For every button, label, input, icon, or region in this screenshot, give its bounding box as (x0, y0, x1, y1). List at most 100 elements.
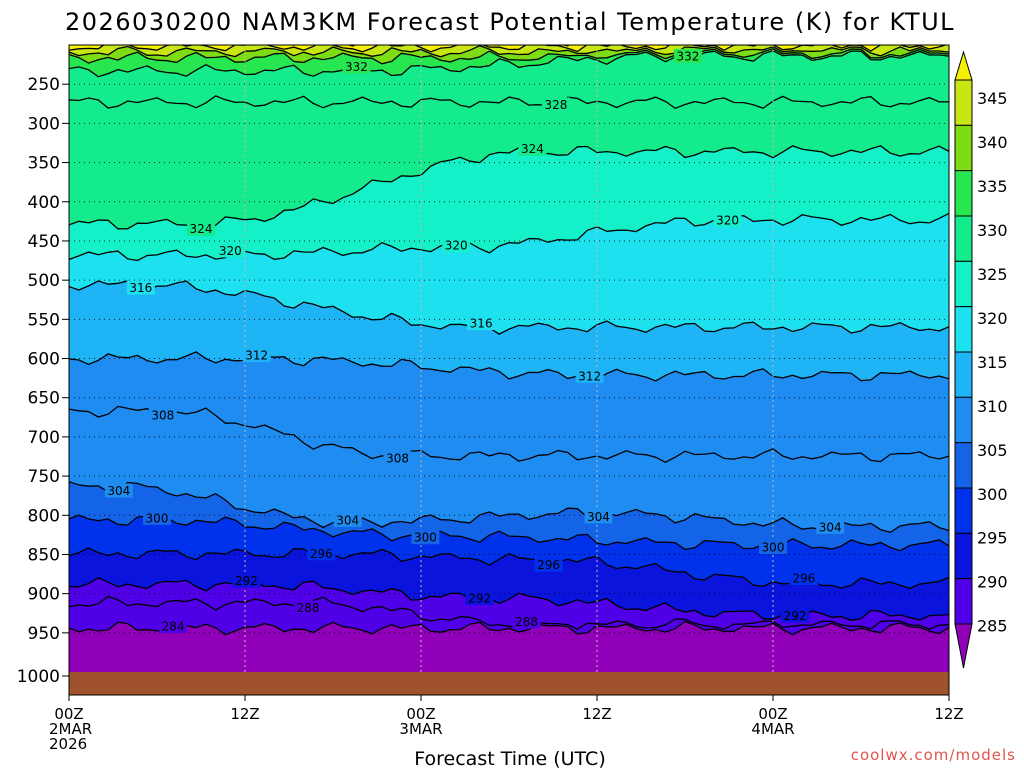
x-tick-label-60-0: 12Z (934, 705, 963, 723)
isotherm-308 (69, 405, 949, 464)
y-tick-label-950: 950 (28, 624, 60, 644)
isotherm-label-300: 300 (762, 541, 785, 555)
y-tick-label-550: 550 (28, 310, 60, 330)
isotherm-label-bg (143, 510, 171, 525)
colorbar-segment-10 (954, 532, 973, 580)
plot-area: 332 332 328 324 324 320 320 320 316 316 312 312 308 3… (69, 45, 949, 695)
isotherm-332 (69, 50, 949, 78)
isotherm-label-296: 296 (537, 558, 560, 572)
isotherm-label-bg (148, 408, 177, 423)
isotherm-label-292: 292 (784, 609, 807, 623)
isotherm-label-bg (242, 348, 271, 363)
colorbar-label-290: 290 (977, 573, 1008, 592)
isotherm-320 (69, 212, 949, 262)
y-tick-label-450: 450 (28, 232, 60, 252)
isotherm-324 (69, 145, 949, 230)
x-axis-label: Forecast Time (UTC) (414, 748, 605, 768)
isotherm-288 (69, 595, 949, 630)
colorbar-segment-1 (954, 124, 973, 172)
colorbar-label-330: 330 (977, 221, 1008, 240)
x-tick-label-0-2: 2026 (49, 735, 87, 753)
isotherm-label-bg (159, 619, 188, 634)
isotherm-label-304: 304 (819, 520, 842, 534)
chart-title: 2026030200 NAM3KM Forecast Potential Tem… (65, 8, 955, 36)
isotherm-label-bg (512, 614, 541, 629)
colorbar-label-325: 325 (977, 265, 1008, 284)
isotherm-label-bg (294, 600, 323, 615)
colorbar-label-320: 320 (977, 309, 1008, 328)
isotherm-312 (69, 351, 949, 382)
x-tick-label-24-0: 00Z (406, 705, 435, 723)
isotherm-label-284: 284 (162, 620, 185, 634)
isotherm-label-328: 328 (544, 98, 567, 112)
isotherm-label-bg (673, 48, 702, 63)
colorbar-segment-4 (954, 260, 973, 308)
colorbar-label-305: 305 (977, 441, 1008, 460)
x-tick-label-36-0: 12Z (582, 705, 611, 723)
isotherm-label-300: 300 (414, 531, 437, 545)
colorbar-segment-3 (954, 215, 973, 262)
colorbar-segment-8 (954, 442, 973, 489)
x-tick-label-0-0: 00Z (54, 705, 83, 723)
isotherm-label-300: 300 (146, 511, 169, 525)
isotherm-label-304: 304 (587, 510, 610, 524)
colorbar-segment-0 (954, 79, 973, 126)
isotherm-label-316: 316 (470, 317, 493, 331)
colorbar-segment-2 (954, 170, 973, 217)
isotherm-label-324: 324 (521, 142, 544, 156)
y-axis: 250 300 350 400 450 500 550 600 650 700 750 800 850 9… (17, 75, 69, 687)
isotherm-340 (69, 45, 949, 58)
isotherm-label-bg (759, 540, 787, 555)
isotherm-label-bg (541, 97, 570, 112)
y-tick-label-600: 600 (28, 350, 60, 370)
isotherm-label-324: 324 (190, 222, 213, 236)
isotherm-label-bg (816, 519, 845, 534)
x-tick-label-48-0: 00Z (758, 705, 787, 723)
isotherm-label-bg (383, 451, 412, 466)
isotherm-label-bg (584, 509, 613, 524)
isotherm-label-bg (534, 557, 563, 572)
isotherm-label-bg (232, 573, 261, 588)
x-tick-label-24-1: 3MAR (399, 720, 442, 738)
isotherm-label-bg (187, 221, 215, 236)
isotherm-304 (69, 481, 949, 534)
isotherm-label-332: 332 (345, 60, 368, 74)
colorbar-label-295: 295 (977, 529, 1008, 548)
isotherm-label-bg (442, 238, 471, 253)
isotherm-label-320: 320 (445, 239, 468, 253)
x-tick-label-0-1: 2MAR (49, 720, 92, 738)
isotherm-label-bg (467, 316, 496, 331)
colorbar-label-300: 300 (977, 485, 1008, 504)
isotherm-label-bg (465, 590, 494, 605)
isotherm-label-layer: 332 332 328 324 324 320 320 320 316 316 312 312 308 3… (104, 48, 845, 634)
isotherm-label-bg (789, 571, 818, 586)
isotherm-label-bg (333, 512, 362, 527)
y-tick-label-1000: 1000 (17, 667, 60, 687)
y-tick-label-300: 300 (28, 114, 60, 134)
y-tick-label-900: 900 (28, 585, 60, 605)
y-tick-label-850: 850 (28, 545, 60, 565)
credit-text: coolwx.com/models (851, 746, 1016, 764)
isotherm-label-296: 296 (792, 572, 815, 586)
isotherm-label-320: 320 (219, 244, 242, 258)
y-tick-label-700: 700 (28, 428, 60, 448)
isotherm-label-316: 316 (129, 281, 152, 295)
x-tick-label-48-1: 4MAR (751, 720, 794, 738)
isotherm-label-308: 308 (151, 409, 174, 423)
colorbar-label-315: 315 (977, 353, 1008, 372)
y-tick-label-250: 250 (28, 75, 60, 95)
isotherm-label-bg (575, 368, 604, 383)
colorbar-label-285: 285 (977, 617, 1008, 636)
isotherm-label-bg (411, 530, 440, 545)
ground-surface (69, 672, 949, 695)
colorbar-label-310: 310 (977, 397, 1008, 416)
isotherm-316 (69, 280, 949, 335)
isotherm-label-292: 292 (235, 574, 258, 588)
colorbar-over-arrow (954, 50, 973, 81)
isotherm-label-bg (216, 243, 245, 258)
colorbar-label-345: 345 (977, 89, 1008, 108)
isotherm-label-bg (518, 141, 547, 156)
isotherm-328 (69, 95, 949, 110)
